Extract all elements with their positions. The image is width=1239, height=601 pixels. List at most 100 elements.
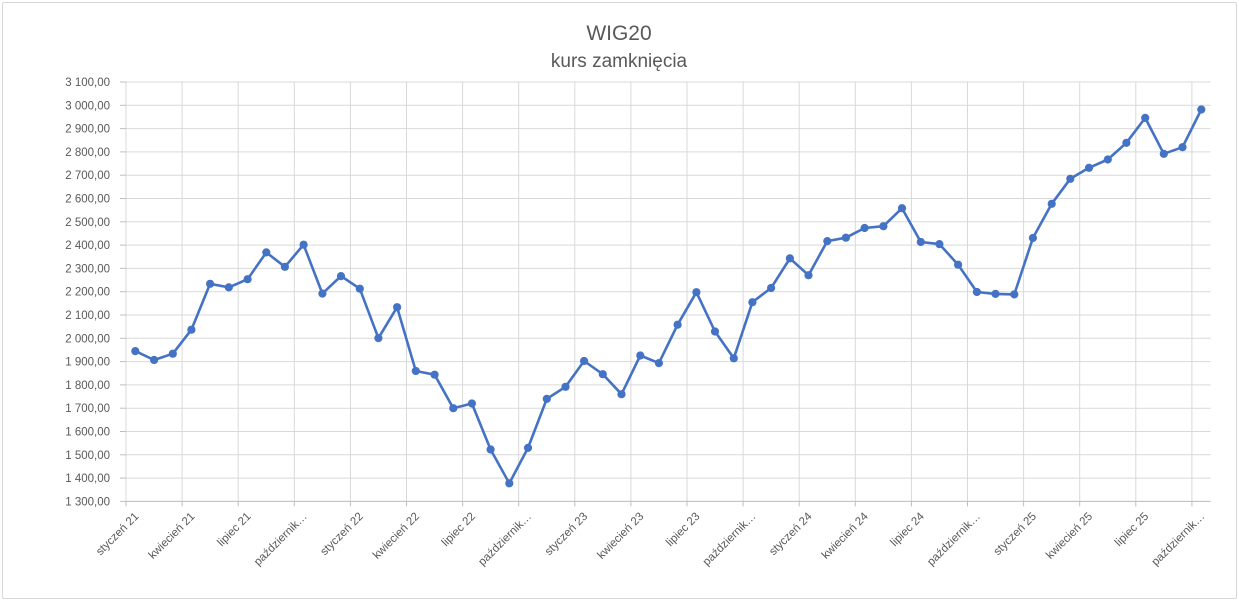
data-point-marker [860,223,869,233]
x-axis-tick-label: październik… [701,511,759,569]
x-axis-tick-label: październik… [925,511,983,569]
x-axis-tick-label: lipiec 23 [664,511,702,549]
y-axis-tick-label: 2 900,00 [65,124,110,136]
y-axis-tick-marks [120,81,126,502]
y-axis-tick-label: 2 400,00 [65,240,110,252]
data-point-marker [280,262,289,271]
x-axis-tick-label: październik… [252,511,310,569]
data-point-marker [430,370,439,379]
horizontal-gridlines [126,81,1211,502]
data-point-marker [580,356,589,366]
x-axis-tick-label: styczeń 23 [543,511,590,558]
data-point-marker [150,355,159,365]
data-point-marker [467,399,476,408]
x-axis-tick-label: styczeń 21 [94,511,141,558]
vertical-gridlines [125,82,1193,502]
data-point-marker [393,303,402,312]
x-axis-tick-label: lipiec 24 [889,510,928,549]
data-point-marker [187,325,196,334]
y-axis-tick-label: 2 800,00 [65,147,110,159]
data-point-marker [1197,105,1206,114]
data-point-marker [654,359,664,368]
y-axis-tick-label: 2 600,00 [65,194,110,206]
series-line [134,108,1203,485]
x-axis-tick-label: lipiec 22 [440,511,478,549]
data-point-marker [692,288,701,297]
y-axis-tick-label: 3 100,00 [65,77,110,89]
y-axis-tick-label: 2 000,00 [65,333,110,345]
x-axis-tick-label: kwiecień 24 [820,510,871,561]
data-point-marker [1159,149,1168,158]
data-point-marker [598,370,607,379]
data-point-marker [1047,199,1056,208]
y-axis-tick-label: 1 800,00 [65,380,110,392]
data-point-marker [411,366,420,376]
data-point-marker [336,272,346,281]
data-point-marker [505,479,514,488]
data-point-marker [823,237,832,246]
y-axis-tick-label: 1 700,00 [65,403,110,415]
data-point-marker [355,284,364,293]
y-axis-tick-label: 1 500,00 [65,450,110,462]
x-axis-labels: styczeń 21 kwiecień 21 lipiec 21październi… [94,510,1207,568]
chart-subtitle: kurs zamknięcia [551,51,688,72]
y-axis-tick-label: 2 100,00 [65,310,110,322]
data-point-marker [206,279,215,288]
data-point-marker [879,222,888,231]
data-point-marker [841,233,851,242]
y-axis-tick-label: 2 500,00 [65,217,110,229]
x-axis-tick-label: styczeń 25 [992,511,1039,558]
data-point-marker [935,240,944,249]
data-point-marker [748,298,757,307]
data-point-marker [131,347,140,356]
data-point-marker [318,289,327,298]
y-axis-tick-label: 2 200,00 [65,287,110,299]
series-wig20 [131,105,1206,488]
data-point-marker [299,240,308,249]
y-axis-tick-label: 2 700,00 [65,170,110,182]
data-point-marker [729,354,738,363]
data-point-marker [954,260,963,269]
data-point-marker [617,390,626,399]
data-point-marker [1178,143,1187,152]
data-point-marker [1084,163,1094,172]
data-point-marker [243,275,252,284]
x-axis-tick-label: kwiecień 25 [1044,511,1095,562]
x-axis-tick-label: lipiec 25 [1113,511,1151,549]
data-point-marker [785,254,795,263]
data-point-marker [1122,138,1131,147]
chart-title: WIG20 [586,22,651,45]
data-point-marker [804,271,813,280]
data-point-marker [1010,290,1019,299]
y-axis-tick-label: 1 400,00 [65,473,110,485]
data-point-marker [636,351,645,360]
x-axis-tick-label: styczeń 22 [319,511,366,558]
data-point-marker [991,289,1000,298]
data-point-marker [673,320,682,329]
data-point-marker [1103,155,1112,164]
x-axis-tick-label: lipiec 21 [215,511,253,549]
data-point-marker [262,248,271,257]
y-axis-tick-label: 3 000,00 [65,100,110,112]
data-point-marker [1141,113,1150,122]
x-axis-tick-marks [125,501,1193,507]
y-axis-tick-label: 1 900,00 [65,357,110,369]
y-axis-tick-label: 1 300,00 [65,496,110,508]
data-point-marker [561,382,570,391]
data-point-marker [710,327,720,336]
x-axis-tick-label: kwiecień 21 [147,511,198,562]
y-axis-labels: 3 100,00 3 000,00 2 900,00 2 800,00 2 700,00… [65,77,110,508]
data-point-marker [168,349,177,358]
data-point-marker [542,394,551,403]
data-point-marker [1066,174,1075,183]
data-point-marker [374,334,383,343]
data-point-marker [972,287,982,297]
x-axis-tick-label: październik… [476,511,534,569]
y-axis-tick-label: 2 300,00 [65,263,110,275]
data-point-marker [449,404,458,413]
x-axis-tick-label: październik… [1150,511,1208,569]
data-point-marker [1028,233,1037,243]
x-axis-tick-label: kwiecień 23 [595,511,646,562]
data-point-marker [486,445,495,454]
data-point-marker [767,283,776,293]
